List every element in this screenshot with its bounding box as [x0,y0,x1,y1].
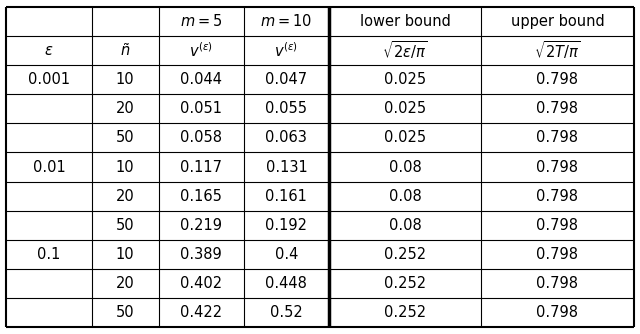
Text: 0.063: 0.063 [266,130,307,145]
Text: upper bound: upper bound [511,14,604,29]
Text: 0.798: 0.798 [536,130,579,145]
Text: 0.025: 0.025 [384,101,426,116]
Text: 10: 10 [116,247,134,262]
Text: 20: 20 [116,189,134,204]
Text: 50: 50 [116,305,134,320]
Text: 0.001: 0.001 [28,72,70,87]
Text: 0.252: 0.252 [384,305,426,320]
Text: $\varepsilon$: $\varepsilon$ [44,43,54,58]
Text: 20: 20 [116,101,134,116]
Text: 0.08: 0.08 [388,189,422,204]
Text: 0.422: 0.422 [180,305,222,320]
Text: 0.448: 0.448 [266,276,307,291]
Text: 0.058: 0.058 [180,130,222,145]
Text: 0.798: 0.798 [536,218,579,233]
Text: $\sqrt{2T/\pi}$: $\sqrt{2T/\pi}$ [534,39,581,61]
Text: 0.117: 0.117 [180,160,222,174]
Text: 0.044: 0.044 [180,72,222,87]
Text: 0.798: 0.798 [536,189,579,204]
Text: $\tilde{n}$: $\tilde{n}$ [120,42,131,59]
Text: 0.798: 0.798 [536,305,579,320]
Text: 50: 50 [116,218,134,233]
Text: 10: 10 [116,72,134,87]
Text: 0.025: 0.025 [384,72,426,87]
Text: $m = 10$: $m = 10$ [260,13,312,29]
Text: 0.047: 0.047 [266,72,307,87]
Text: 0.192: 0.192 [266,218,307,233]
Text: $v^{(\varepsilon)}$: $v^{(\varepsilon)}$ [189,41,213,60]
Text: 0.52: 0.52 [270,305,303,320]
Text: 0.798: 0.798 [536,72,579,87]
Text: 0.219: 0.219 [180,218,222,233]
Text: 10: 10 [116,160,134,174]
Text: 0.1: 0.1 [37,247,61,262]
Text: lower bound: lower bound [360,14,451,29]
Text: $m = 5$: $m = 5$ [180,13,222,29]
Text: 0.025: 0.025 [384,130,426,145]
Text: 0.252: 0.252 [384,276,426,291]
Text: 0.051: 0.051 [180,101,222,116]
Text: $v^{(\varepsilon)}$: $v^{(\varepsilon)}$ [275,41,298,60]
Text: 0.165: 0.165 [180,189,222,204]
Text: 0.798: 0.798 [536,247,579,262]
Text: 0.055: 0.055 [266,101,307,116]
Text: 20: 20 [116,276,134,291]
Text: 0.798: 0.798 [536,276,579,291]
Text: 0.08: 0.08 [388,218,422,233]
Text: 0.01: 0.01 [33,160,65,174]
Text: 0.161: 0.161 [266,189,307,204]
Text: 0.798: 0.798 [536,160,579,174]
Text: 0.389: 0.389 [180,247,222,262]
Text: 0.131: 0.131 [266,160,307,174]
Text: 0.402: 0.402 [180,276,222,291]
Text: $\sqrt{2\varepsilon/\pi}$: $\sqrt{2\varepsilon/\pi}$ [382,39,428,61]
Text: 0.252: 0.252 [384,247,426,262]
Text: 0.4: 0.4 [275,247,298,262]
Text: 0.798: 0.798 [536,101,579,116]
Text: 0.08: 0.08 [388,160,422,174]
Text: 50: 50 [116,130,134,145]
